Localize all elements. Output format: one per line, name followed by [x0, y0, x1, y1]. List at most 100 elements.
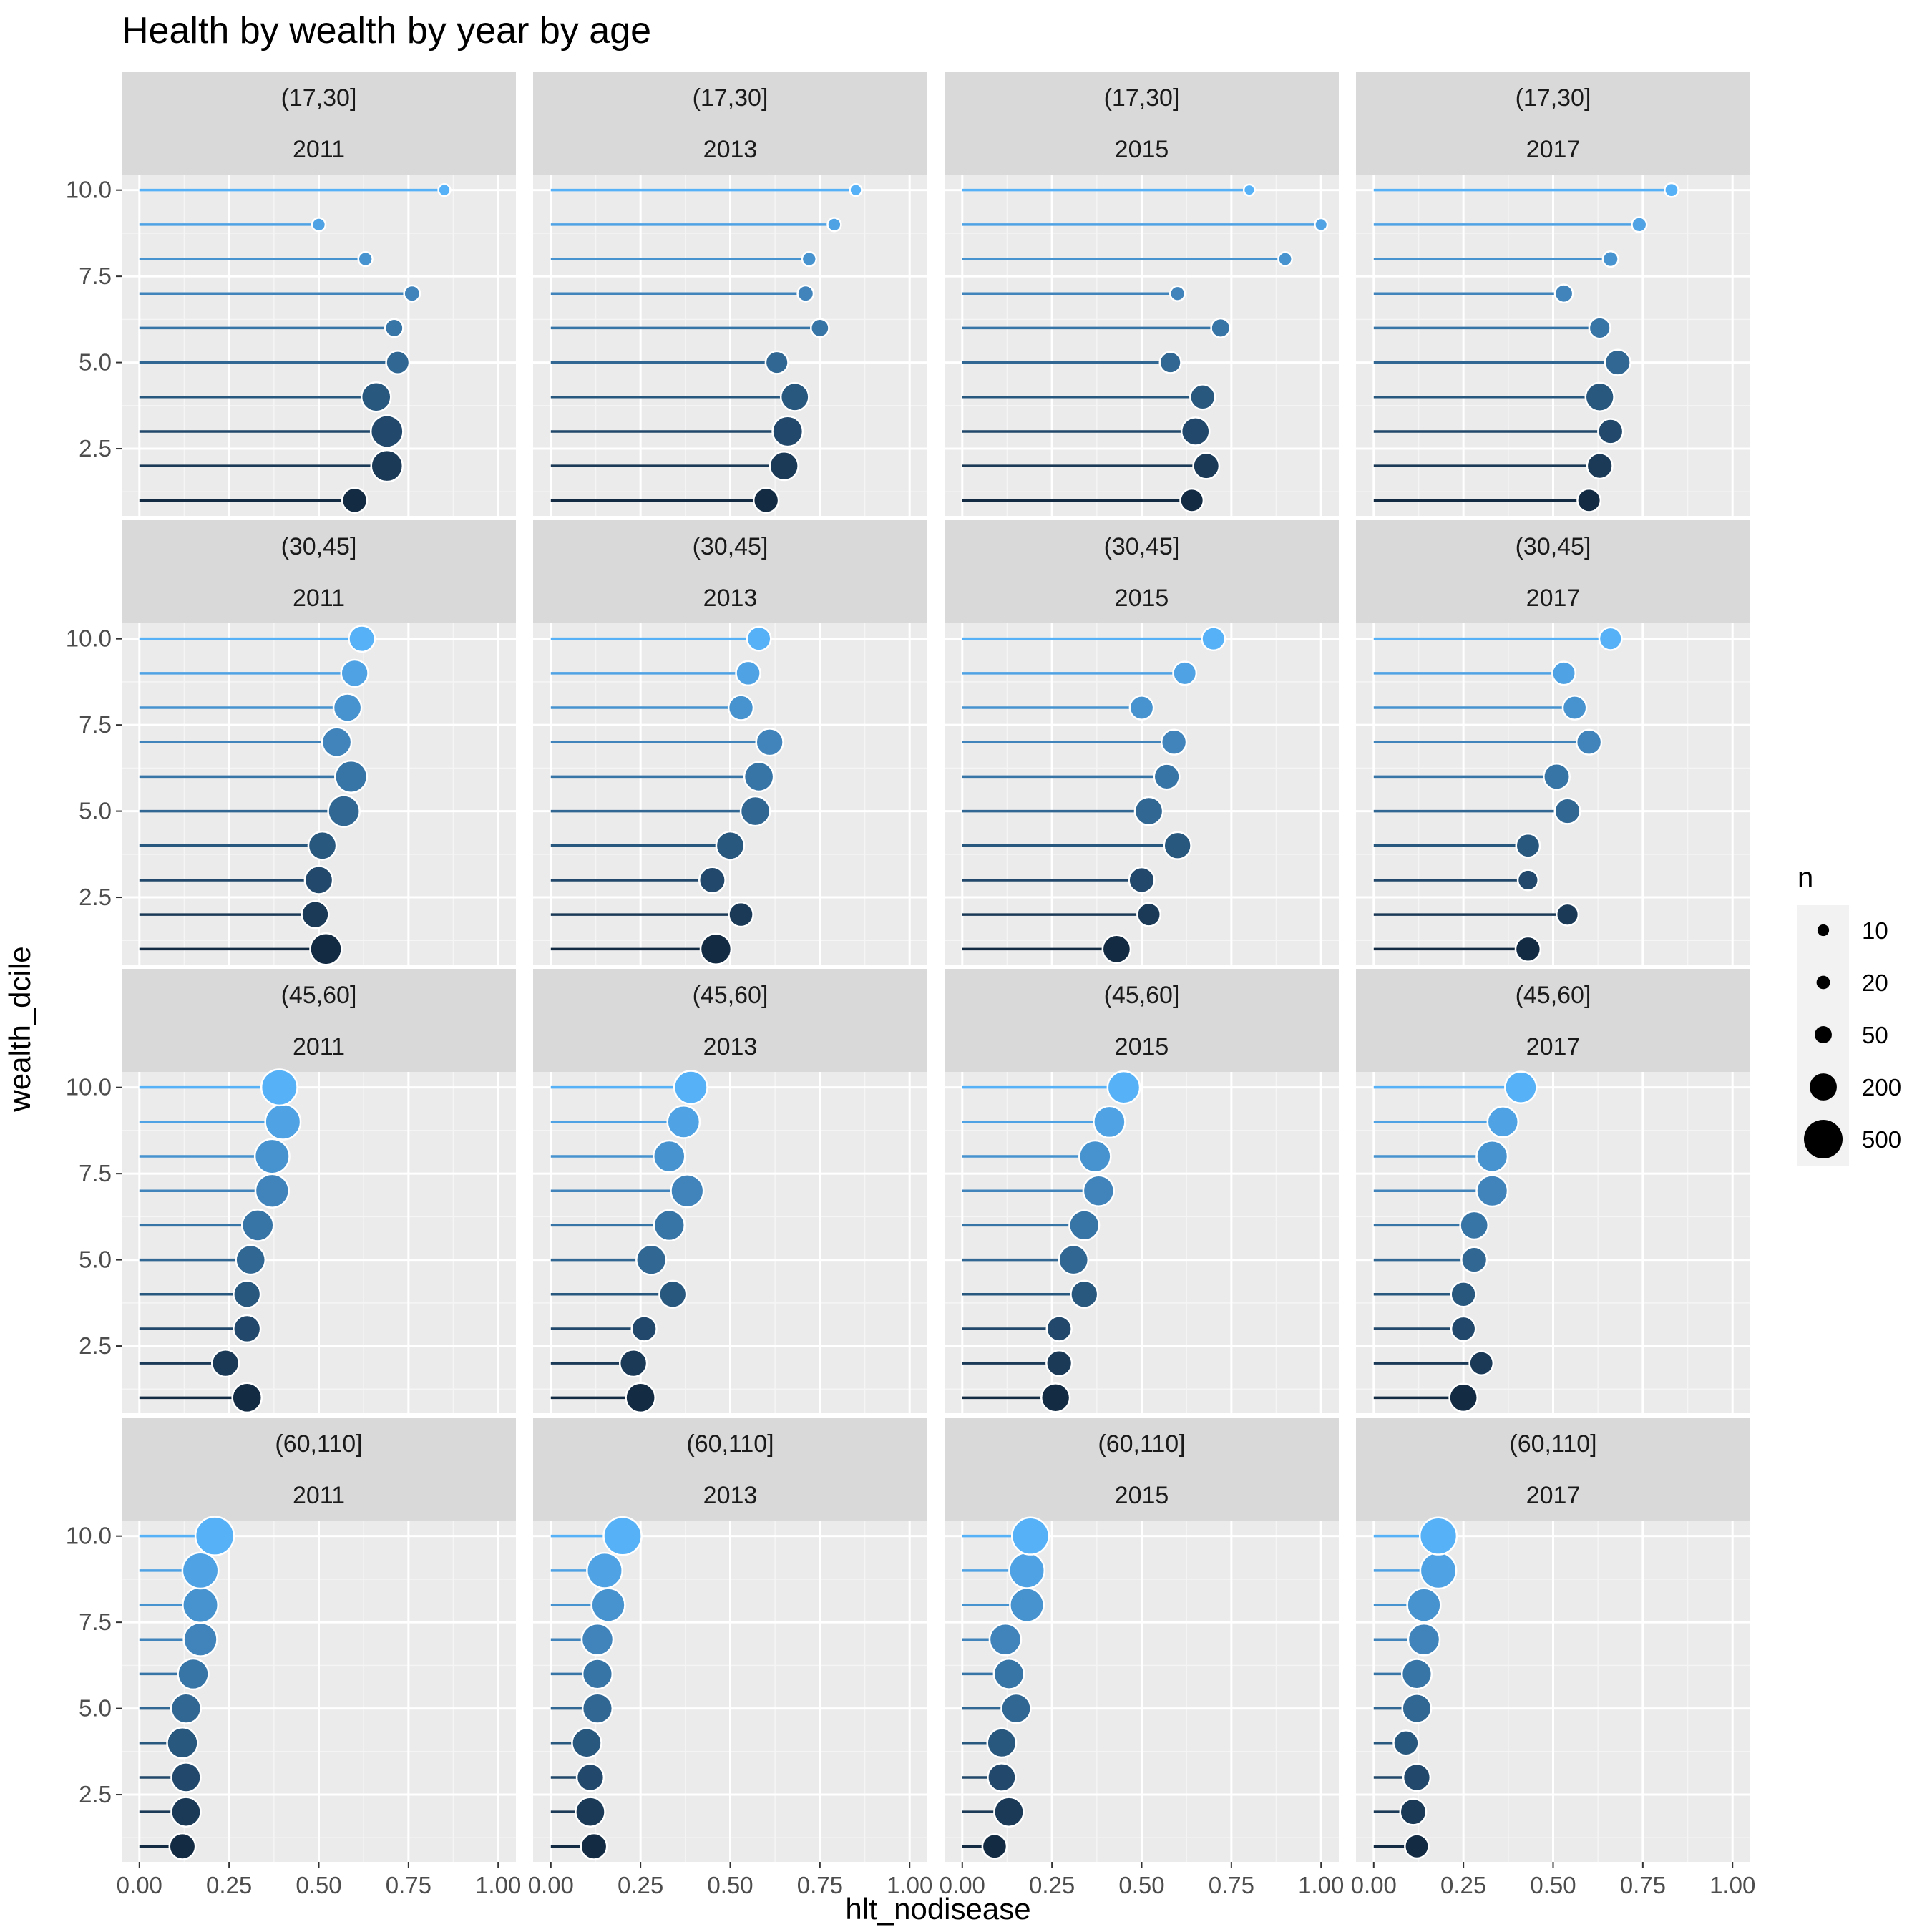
lollipop-point — [988, 1622, 1023, 1657]
strip-label-age: (60,110] — [686, 1430, 774, 1458]
strip-label-year: 2015 — [1115, 1033, 1169, 1060]
panel-(45,60]-2013: (45,60] 2013 — [533, 969, 927, 1414]
lollipop-point — [348, 625, 376, 653]
y-tick-label: 5.0 — [79, 349, 112, 376]
panel-(30,45]-2017: (30,45] 2017 — [1356, 520, 1750, 965]
lollipop-point — [194, 1516, 235, 1556]
lollipop-point — [849, 183, 863, 197]
panel-(45,60]-2015: (45,60] 2015 — [945, 969, 1339, 1413]
lollipop-point — [1242, 183, 1256, 197]
lollipop-point — [1515, 832, 1541, 859]
lollipop-point — [1406, 1587, 1442, 1623]
panel-(17,30]-2017: (17,30] 2017 — [1356, 72, 1750, 516]
facet-strip — [533, 969, 927, 1072]
lollipop-point — [1128, 695, 1155, 721]
lollipop-point — [698, 866, 726, 894]
lollipop-point — [309, 932, 343, 966]
lollipop-point — [586, 1551, 623, 1589]
lollipop-point — [735, 660, 761, 687]
lollipop-point — [1601, 250, 1619, 268]
lollipop-point — [1450, 1281, 1477, 1308]
lollipop-point — [1475, 1140, 1509, 1174]
legend-label: 50 — [1862, 1022, 1888, 1048]
lollipop-point — [384, 318, 404, 338]
panel-(30,45]-2011: (30,45] 2011 2.5 5.0 7.5 10.0 — [66, 520, 516, 966]
lollipop-point — [993, 1796, 1025, 1828]
lollipop-point — [715, 830, 746, 861]
strip-label-year: 2013 — [703, 1482, 758, 1509]
facet-strip — [945, 1418, 1339, 1521]
lollipop-point — [1475, 1174, 1509, 1208]
y-tick-label: 5.0 — [79, 798, 112, 824]
x-tick-label: 0.50 — [1118, 1872, 1164, 1898]
lollipop-point — [666, 1105, 701, 1139]
lollipop-point — [590, 1587, 626, 1623]
lollipop-point — [1392, 1729, 1420, 1757]
legend-label: 20 — [1862, 970, 1888, 996]
x-tick-label: 0.75 — [386, 1872, 431, 1898]
y-tick-label: 7.5 — [79, 711, 112, 738]
lollipop-point — [1402, 1762, 1432, 1792]
lollipop-point — [580, 1832, 608, 1860]
lollipop-point — [618, 1348, 648, 1378]
legend-key-point — [1817, 924, 1830, 937]
y-tick-label: 2.5 — [79, 884, 112, 910]
lollipop-point — [168, 1832, 197, 1860]
lollipop-point — [1163, 831, 1192, 860]
lollipop-point — [1070, 1279, 1099, 1309]
lollipop-point — [233, 1279, 262, 1309]
y-tick-label: 5.0 — [79, 1695, 112, 1722]
lollipop-point — [1040, 1382, 1071, 1413]
strip-label-age: (17,30] — [693, 84, 769, 112]
lollipop-point — [1418, 1516, 1458, 1556]
strip-label-age: (17,30] — [281, 84, 357, 112]
lollipop-point — [728, 901, 754, 928]
lollipop-point — [253, 1138, 291, 1175]
x-tick-label: 0.00 — [117, 1872, 162, 1898]
lollipop-point — [235, 1244, 267, 1276]
lollipop-point — [1514, 935, 1542, 963]
lollipop-point — [1101, 934, 1132, 965]
lollipop-point — [182, 1586, 219, 1624]
strip-label-age: (45,60] — [1104, 982, 1180, 1009]
x-tick-label: 0.50 — [707, 1872, 753, 1898]
lollipop-point — [1450, 1315, 1477, 1342]
lollipop-point — [1400, 1658, 1433, 1690]
strip-label-age: (60,110] — [275, 1430, 362, 1458]
lollipop-point — [170, 1692, 203, 1724]
x-tick-label: 0.50 — [1530, 1872, 1576, 1898]
lollipop-point — [1631, 216, 1648, 233]
lollipop-point — [769, 450, 799, 482]
legend-key-point — [1816, 975, 1830, 990]
x-tick-label: 1.00 — [1709, 1872, 1755, 1898]
lollipop-point — [1169, 285, 1186, 302]
lollipop-point — [673, 1070, 708, 1106]
lollipop-point — [311, 217, 327, 233]
lollipop-point — [385, 350, 411, 376]
lollipop-point — [1078, 1139, 1112, 1174]
panel-(17,30]-2013: (17,30] 2013 — [533, 72, 927, 516]
lollipop-point — [1045, 1315, 1073, 1342]
lollipop-point — [341, 487, 369, 514]
facet-strip — [1356, 969, 1750, 1072]
panel-(17,30]-2011: (17,30] 2011 2.5 5.0 7.5 10.0 — [66, 72, 516, 516]
facet-strip — [533, 520, 927, 623]
lollipop-point — [1588, 316, 1611, 340]
size-legend: n 10 20 50 200 500 — [1797, 862, 1901, 1166]
x-tick-label: 0.25 — [206, 1872, 252, 1898]
lollipop-point — [981, 1833, 1008, 1860]
lollipop-point — [801, 250, 817, 268]
panel-(30,45]-2013: (30,45] 2013 — [533, 520, 927, 966]
lollipop-point — [727, 694, 755, 721]
x-axis-title: hlt_nodisease — [845, 1892, 1030, 1926]
lollipop-point — [1192, 452, 1221, 480]
lollipop-point — [575, 1762, 605, 1792]
lollipop-point — [1586, 452, 1614, 480]
legend-key-point — [1815, 1026, 1832, 1043]
lollipop-point — [1459, 1210, 1490, 1241]
lollipop-point — [986, 1727, 1018, 1759]
lollipop-point — [1448, 1382, 1478, 1413]
lollipop-point — [1419, 1551, 1458, 1590]
lollipop-point — [1045, 1350, 1073, 1377]
